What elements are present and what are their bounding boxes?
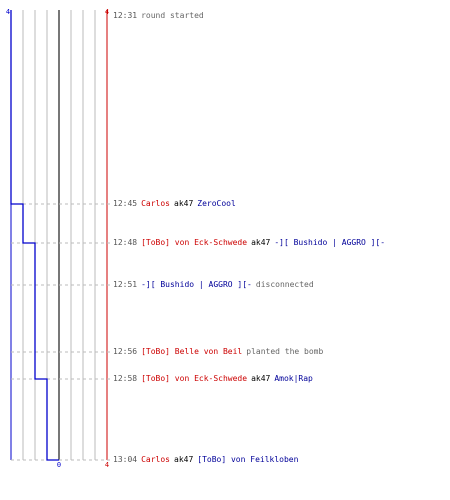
player-name-ct: -][ Bushido | AGGRO ][-	[141, 280, 252, 289]
event-text: round started	[141, 11, 204, 20]
scale-bottom-zero-label: 0	[57, 461, 61, 469]
event-row: 12:48 [ToBo] von Eck-Schwede ak47 -][ Bushi…	[113, 238, 389, 248]
event-row: 12:45 Carlos ak47 ZeroCool	[113, 199, 240, 209]
player-name-t: [ToBo] von Eck-Schwede	[141, 238, 248, 247]
weapon-name: ak47	[174, 455, 194, 464]
player-name-ct: [ToBo] von Feilkloben	[197, 455, 299, 464]
scale-left-label: 4	[6, 8, 10, 16]
event-time: 12:31	[113, 11, 138, 20]
event-row: 12:51 -][ Bushido | AGGRO ][- disconnected	[113, 280, 318, 290]
event-time: 12:45	[113, 199, 138, 208]
event-row: 13:04 Carlos ak47 [ToBo] von Feilkloben	[113, 455, 302, 465]
score-step-line	[10, 10, 59, 461]
weapon-name: ak47	[251, 374, 271, 383]
event-row: 12:31 round started	[113, 11, 208, 21]
event-text: planted the bomb	[246, 347, 324, 356]
event-row: 12:56 [ToBo] Belle von Beil planted the bo…	[113, 347, 327, 357]
event-time: 12:48	[113, 238, 138, 247]
event-time: 12:58	[113, 374, 138, 383]
player-name-t: Carlos	[141, 455, 170, 464]
event-time: 12:51	[113, 280, 138, 289]
player-name-t: Carlos	[141, 199, 170, 208]
player-name-ct: Amok|Rap	[274, 374, 313, 383]
event-text: disconnected	[255, 280, 314, 289]
weapon-name: ak47	[174, 199, 194, 208]
event-time: 12:56	[113, 347, 138, 356]
scale-bottom-right-label: 4	[105, 461, 109, 469]
player-name-t: [ToBo] von Eck-Schwede	[141, 374, 248, 383]
player-name-ct: ZeroCool	[197, 199, 236, 208]
player-name-ct: -][ Bushido | AGGRO ][-	[274, 238, 386, 247]
event-row: 12:58 [ToBo] von Eck-Schwede ak47 Amok|Rap	[113, 374, 317, 384]
event-time: 13:04	[113, 455, 138, 464]
player-name-t: [ToBo] Belle von Beil	[141, 347, 243, 356]
weapon-name: ak47	[251, 238, 271, 247]
scale-right-label: 4	[105, 8, 109, 16]
